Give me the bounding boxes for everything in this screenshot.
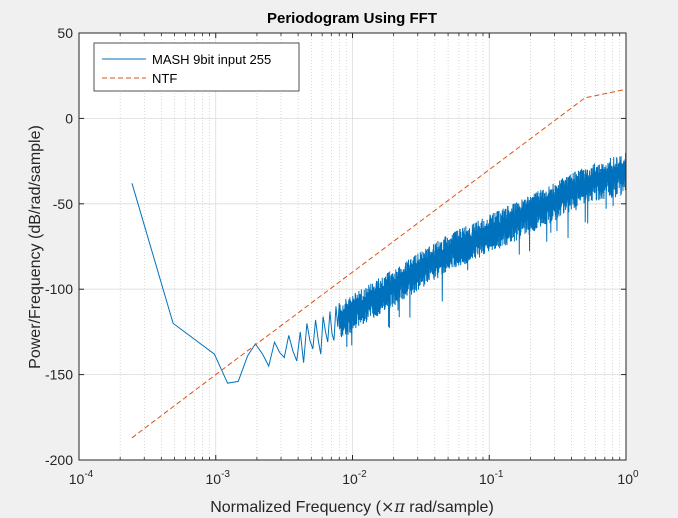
x-tick-labels: 10-4 10-3 10-2 10-1 100 (69, 469, 639, 487)
x-tick-label-base: 10 (206, 471, 222, 487)
x-tick-label-base: 10 (479, 471, 495, 487)
x-tick-label-base: 10 (617, 471, 633, 487)
legend-box (93, 42, 300, 92)
x-axis-label-times: × (381, 497, 394, 516)
x-axis-label-part-2: rad/sample) (405, 499, 494, 516)
legend-label-mash: MASH 9bit input 255 (152, 52, 271, 67)
y-tick-label: 0 (65, 110, 73, 126)
x-tick-label-base: 10 (69, 471, 85, 487)
y-tick-label: -200 (45, 452, 73, 468)
x-tick-label-exponent: -1 (495, 469, 504, 480)
series-mash-line (131, 152, 626, 384)
x-tick-label: 100 (617, 469, 639, 487)
x-axis-label: Normalized Frequency (×π rad/sample) (210, 497, 494, 516)
legend-label-ntf: NTF (152, 71, 177, 86)
x-tick-label-exponent: -3 (221, 469, 230, 480)
x-tick-label: 10-1 (479, 469, 504, 487)
series-layer (131, 88, 626, 439)
y-tick-labels: -200 -150 -100 -50 0 50 (45, 25, 73, 468)
x-tick-label-base: 10 (342, 471, 358, 487)
x-tick-label-exponent: -2 (358, 469, 367, 480)
y-tick-label: -100 (45, 281, 73, 297)
y-tick-label: 50 (57, 25, 73, 41)
x-tick-label-exponent: 0 (633, 469, 639, 480)
y-tick-label: -150 (45, 367, 73, 383)
series-ntf-line (131, 88, 626, 439)
x-axis-label-part-1: Normalized Frequency ( (210, 499, 381, 516)
y-axis-label: Power/Frequency (dB/rad/sample) (27, 125, 44, 369)
chart-title: Periodogram Using FFT (267, 10, 437, 27)
x-tick-label: 10-2 (342, 469, 367, 487)
x-tick-label: 10-4 (69, 469, 94, 487)
x-tick-label-exponent: -4 (84, 469, 93, 480)
x-tick-label: 10-3 (206, 469, 231, 487)
legend[interactable]: MASH 9bit input 255 NTF (93, 42, 300, 92)
ticks (78, 32, 627, 461)
x-axis-label-pi: π (393, 497, 405, 516)
y-tick-label: -50 (53, 196, 73, 212)
